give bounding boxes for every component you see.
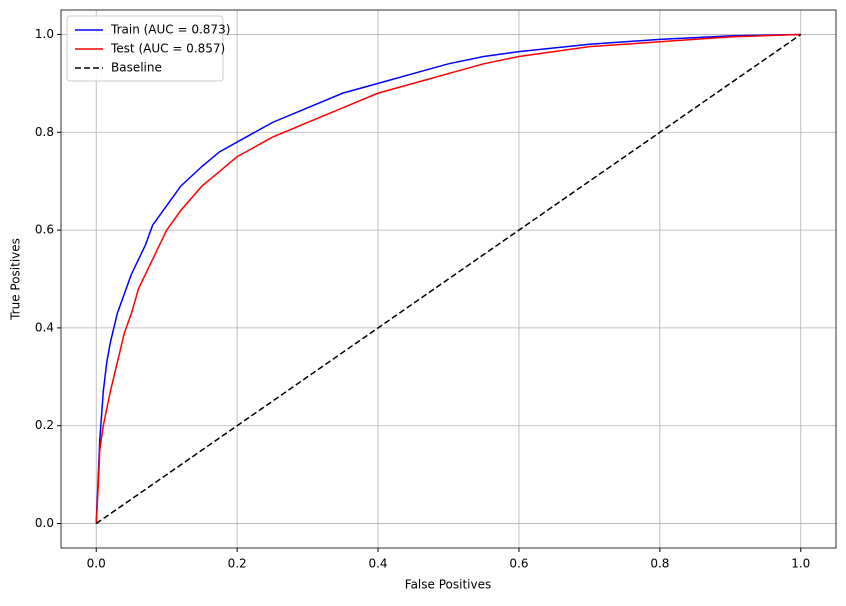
- y-tick-label: 1.0: [35, 27, 54, 41]
- legend-label: Train (AUC = 0.873): [110, 23, 230, 37]
- x-tick-label: 0.4: [368, 557, 387, 571]
- y-tick-label: 0.0: [35, 516, 54, 530]
- y-tick-label: 0.4: [35, 320, 54, 334]
- y-axis-label: True Positives: [9, 238, 23, 321]
- legend-label: Baseline: [111, 61, 162, 75]
- plot-frame: [60, 9, 837, 549]
- y-tick-label: 0.8: [35, 125, 54, 139]
- legend-label: Test (AUC = 0.857): [110, 42, 225, 56]
- x-tick-label: 0.2: [228, 557, 247, 571]
- series-line: [95, 33, 801, 524]
- x-axis-label: False Positives: [405, 578, 491, 592]
- legend: Train (AUC = 0.873) Test (AUC = 0.857) Bas…: [66, 15, 230, 82]
- series-line: [95, 33, 802, 525]
- legend-box: [66, 15, 224, 82]
- series-line: [95, 33, 801, 524]
- x-tick-label: 0.8: [650, 557, 669, 571]
- y-tick-label: 0.2: [35, 418, 54, 432]
- x-tick-label: 0.6: [509, 557, 528, 571]
- y-tick-label: 0.6: [35, 223, 54, 237]
- x-tick-label: 0.0: [87, 557, 106, 571]
- x-tick-label: 1.0: [791, 557, 810, 571]
